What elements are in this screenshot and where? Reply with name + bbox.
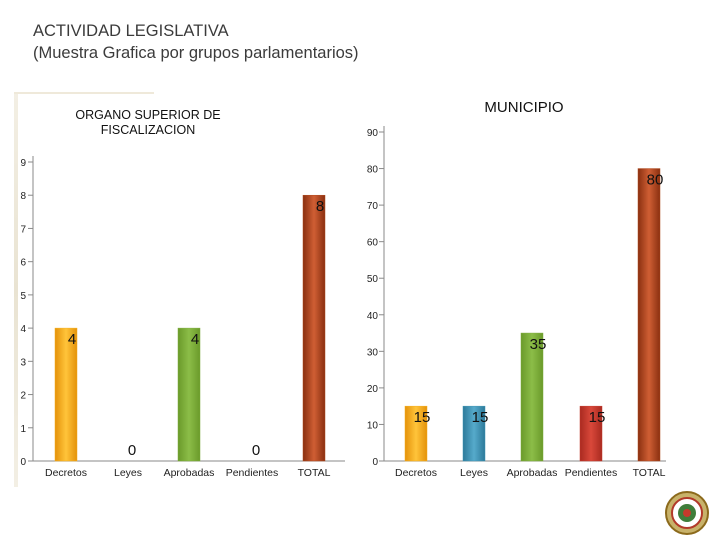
y-tick-label-municipio: 80 [367, 165, 379, 176]
y-tick-label-osf: 5 [20, 291, 26, 302]
y-tick-label-osf: 3 [20, 357, 26, 368]
y-tick-label-municipio: 10 [367, 420, 379, 431]
y-tick-label-municipio: 70 [367, 201, 379, 212]
x-tick-label-osf-decretos: Decretos [45, 467, 87, 479]
y-tick-label-municipio: 60 [367, 238, 379, 249]
slide-title-line1: ACTIVIDAD LEGISLATIVA [33, 22, 229, 40]
y-tick-label-osf: 2 [20, 391, 26, 402]
x-tick-label-osf-leyes: Leyes [114, 467, 142, 479]
y-tick-label-municipio: 90 [367, 128, 379, 139]
x-tick-label-municipio-aprobadas: Aprobadas [507, 467, 558, 479]
y-tick-label-osf: 7 [20, 224, 26, 235]
emblem-seal-icon [665, 491, 709, 535]
x-tick-label-municipio-total: TOTAL [633, 467, 666, 479]
x-tick-label-municipio-pendientes: Pendientes [565, 467, 618, 479]
bar-municipio-total [637, 168, 661, 462]
slide-title-line2: (Muestra Grafica por grupos parlamentari… [33, 44, 359, 62]
y-tick-label-osf: 9 [20, 158, 26, 169]
y-tick-label-osf: 8 [20, 191, 26, 202]
y-tick-label-osf: 0 [20, 457, 26, 468]
data-label-municipio-pendientes: 15 [589, 409, 606, 426]
data-label-municipio-aprobadas: 35 [530, 336, 547, 353]
bar-osf-total [302, 194, 326, 462]
x-tick-label-municipio-leyes: Leyes [460, 467, 488, 479]
chart-title-municipio: MUNICIPIO [484, 99, 563, 116]
slide-frame-top [14, 92, 154, 94]
data-label-osf-pendientes: 0 [252, 442, 260, 459]
y-tick-label-municipio: 20 [367, 384, 379, 395]
chart-title-osf: ORGANO SUPERIOR DE FISCALIZACION [75, 108, 220, 137]
bar-osf-decretos [54, 327, 78, 462]
x-tick-label-osf-total: TOTAL [298, 467, 331, 479]
x-tick-label-municipio-decretos: Decretos [395, 467, 437, 479]
y-tick-label-municipio: 50 [367, 274, 379, 285]
data-label-osf-aprobadas: 4 [191, 331, 199, 348]
data-label-municipio-decretos: 15 [414, 409, 431, 426]
data-label-osf-decretos: 4 [68, 331, 76, 348]
y-tick-label-municipio: 40 [367, 311, 379, 322]
y-tick-label-osf: 1 [20, 424, 26, 435]
y-tick-label-osf: 4 [20, 324, 26, 335]
bar-osf-aprobadas [177, 327, 201, 462]
bar-municipio-aprobadas [520, 332, 544, 462]
y-tick-label-osf: 6 [20, 258, 26, 269]
data-label-municipio-total: 80 [647, 172, 664, 189]
slide-title: ACTIVIDAD LEGISLATIVA (Muestra Grafica p… [33, 20, 359, 64]
data-label-osf-total: 8 [316, 198, 324, 215]
slide-frame-left [14, 92, 18, 487]
y-tick-label-municipio: 0 [372, 457, 378, 468]
bar-municipio-decretos [404, 405, 428, 462]
x-tick-label-osf-aprobadas: Aprobadas [164, 467, 215, 479]
bar-municipio-leyes [462, 405, 486, 462]
x-tick-label-osf-pendientes: Pendientes [226, 467, 279, 479]
bar-municipio-pendientes [579, 405, 603, 462]
data-label-osf-leyes: 0 [128, 442, 136, 459]
data-label-municipio-leyes: 15 [472, 409, 489, 426]
y-tick-label-municipio: 30 [367, 347, 379, 358]
